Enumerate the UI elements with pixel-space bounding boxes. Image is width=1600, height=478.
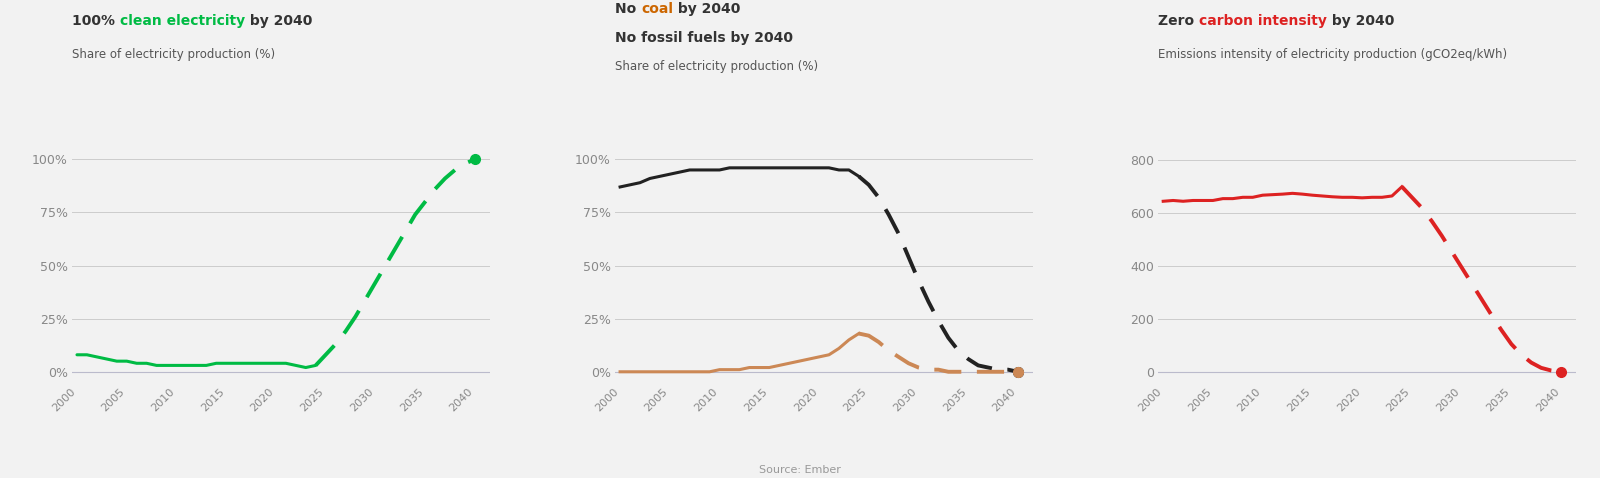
Text: No: No [614, 2, 642, 16]
Text: No fossil fuels by 2040: No fossil fuels by 2040 [614, 31, 794, 45]
Text: by 2040: by 2040 [674, 2, 741, 16]
Text: Share of electricity production (%): Share of electricity production (%) [72, 48, 275, 61]
Text: Emissions intensity of electricity production (gCO2eq/kWh): Emissions intensity of electricity produ… [1158, 48, 1507, 61]
Text: clean electricity: clean electricity [120, 14, 245, 28]
Text: coal: coal [642, 2, 674, 16]
Text: carbon intensity: carbon intensity [1200, 14, 1326, 28]
Text: Zero: Zero [1158, 14, 1200, 28]
Text: Share of electricity production (%): Share of electricity production (%) [614, 60, 818, 73]
Text: Source: Ember: Source: Ember [758, 465, 842, 475]
Text: 100%: 100% [72, 14, 120, 28]
Text: by 2040: by 2040 [245, 14, 312, 28]
Text: by 2040: by 2040 [1326, 14, 1395, 28]
